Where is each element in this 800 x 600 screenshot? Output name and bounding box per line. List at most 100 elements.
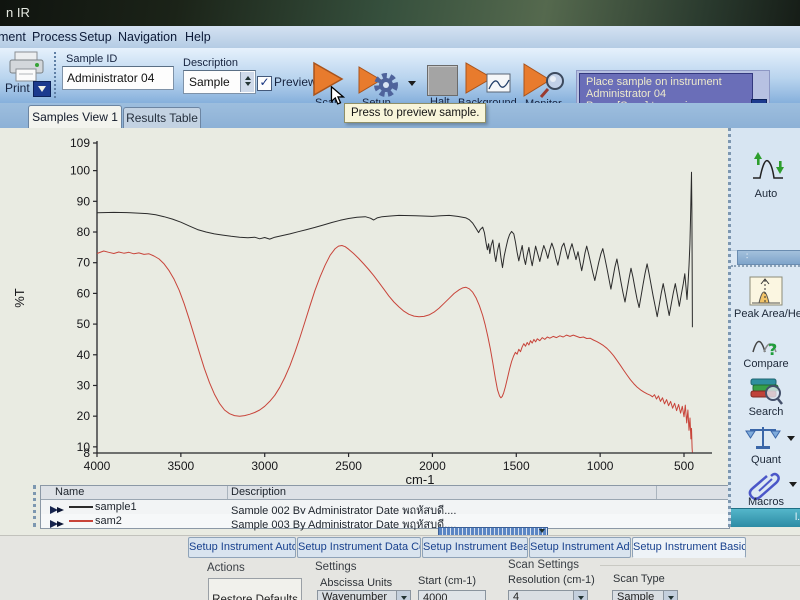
description-value: Sample (189, 75, 230, 89)
tab-setup-auto-name[interactable]: Setup Instrument Auto-Name (188, 537, 296, 558)
table-header-row: Name Description (41, 486, 729, 500)
sample-description[interactable]: Sample 003 By Administrator Date พฤหัสบด… (231, 519, 457, 531)
window-titlebar: n IR (0, 0, 800, 26)
series-line-swatch (69, 520, 93, 522)
tab-setup-advanced[interactable]: Setup Instrument Advanced (529, 537, 631, 558)
scan-settings-section-title: Scan Settings (508, 559, 579, 571)
print-button[interactable] (6, 51, 48, 88)
menu-item-process[interactable]: Process (32, 30, 78, 44)
menu-item-navigation[interactable]: Navigation (118, 30, 178, 44)
description-combo-spinner[interactable] (240, 72, 254, 92)
menu-bar: ment Process Setup Navigation Help (0, 26, 800, 49)
combo-arrow-button[interactable] (573, 591, 587, 600)
auto-tool-group: Auto (731, 128, 800, 251)
combo-arrow-button[interactable] (663, 591, 677, 600)
window-title: n IR (6, 5, 30, 20)
splitter-dots-icon: ∶ (746, 251, 749, 261)
svg-text:50: 50 (77, 317, 91, 331)
column-header-name[interactable]: Name (55, 486, 85, 498)
background-scan-icon (464, 62, 512, 101)
scan-setup-dropdown-icon[interactable] (408, 81, 416, 86)
resolution-value: 4 (513, 591, 520, 600)
tab-setup-beampath[interactable]: Setup Instrument BeamPath (422, 537, 528, 558)
svg-text:109: 109 (70, 136, 90, 150)
svg-text:90: 90 (77, 194, 91, 208)
peak-area-icon (749, 276, 783, 310)
sidebar-splitter[interactable]: ∶ (737, 250, 800, 265)
sample-id-input[interactable] (62, 66, 174, 90)
tab-results-table[interactable]: Results Table (123, 107, 201, 129)
quant-dropdown-icon[interactable] (787, 436, 795, 441)
combo-arrow-button[interactable] (396, 591, 410, 600)
column-header-description[interactable]: Description (231, 486, 287, 498)
macros-label[interactable]: Macros (747, 496, 785, 508)
scrollbar-arrow-icon (539, 529, 545, 533)
series-line-swatch (69, 506, 93, 508)
tab-samples-view-1[interactable]: Samples View 1 (28, 105, 122, 129)
compare-label[interactable]: Compare (743, 358, 789, 370)
peak-area-label[interactable]: Peak Area/He (734, 308, 800, 320)
sidebar-gripper[interactable] (731, 265, 800, 267)
auto-tool-button[interactable] (749, 150, 787, 189)
peak-area-button[interactable] (749, 276, 783, 311)
abscissa-units-combo[interactable]: Wavenumber (317, 590, 411, 600)
macros-paperclip-icon (745, 472, 781, 504)
macros-dropdown-icon[interactable] (789, 482, 797, 487)
svg-text:80: 80 (77, 225, 91, 239)
auto-tool-label[interactable]: Auto (754, 188, 778, 200)
main-toolbar: Print Sample ID Description Sample ✓ Pre… (0, 48, 800, 117)
chevron-down-icon (400, 596, 407, 600)
macros-button[interactable] (745, 470, 781, 505)
svg-text:1500: 1500 (503, 459, 530, 473)
svg-text:cm-1: cm-1 (406, 472, 435, 487)
halt-button[interactable] (427, 65, 458, 96)
section-rule (600, 565, 800, 566)
scan-button[interactable] (310, 61, 346, 102)
svg-text:20: 20 (77, 409, 91, 423)
table-row[interactable]: sample1 Sample 002 By Administrator Date… (41, 500, 729, 517)
restore-defaults-button[interactable]: Restore Defaults (208, 578, 302, 600)
tab-setup-data-collection[interactable]: Setup Instrument Data Collection (297, 537, 421, 558)
tab-setup-basic[interactable]: Setup Instrument Basic (632, 537, 746, 558)
toolbar-expand-button[interactable] (33, 81, 51, 97)
settings-section-title: Settings (315, 561, 357, 573)
preview-checkbox[interactable]: ✓ (257, 76, 272, 91)
svg-text:8: 8 (83, 446, 90, 460)
compare-button[interactable]: ? (751, 328, 783, 361)
compare-icon: ? (751, 340, 783, 360)
description-label: Description (183, 57, 239, 69)
monitor-button[interactable] (522, 62, 568, 105)
sample-name[interactable]: sample1 (95, 501, 137, 513)
svg-text:2000: 2000 (419, 459, 446, 473)
series-arrow-icon (49, 502, 69, 520)
table-drag-handle[interactable] (33, 485, 43, 527)
search-label[interactable]: Search (748, 406, 784, 418)
actions-section-title: Actions (207, 562, 245, 574)
svg-text:3500: 3500 (168, 459, 195, 473)
background-button[interactable] (464, 61, 512, 102)
quant-label[interactable]: Quant (751, 454, 781, 466)
print-button-label[interactable]: Print (5, 81, 30, 95)
chevron-down-icon (667, 596, 674, 600)
scan-type-combo[interactable]: Sample (612, 590, 678, 600)
spin-down-icon (244, 82, 251, 86)
auto-scale-icon (749, 152, 787, 188)
svg-text:30: 30 (77, 378, 91, 392)
sample-name[interactable]: sam2 (95, 515, 122, 527)
quant-button[interactable] (745, 424, 781, 457)
description-combo[interactable]: Sample (183, 70, 256, 94)
table-row[interactable]: sam2 Sample 003 By Administrator Date พฤ… (41, 514, 729, 531)
chart-panel: 109 100 90 80 70 60 50 40 30 20 10 8 4000 3500 3000 250… (0, 128, 800, 537)
scan-type-label: Scan Type (613, 573, 665, 585)
bottom-bar-text: l. (795, 512, 800, 523)
start-label: Start (cm-1) (418, 575, 477, 587)
scan-setup-button[interactable] (357, 62, 403, 105)
tool-sidebar: Auto ∶ Peak Area/He ? (728, 128, 800, 527)
resolution-combo[interactable]: 4 (508, 590, 588, 600)
menu-item-measurement[interactable]: ment (0, 30, 26, 44)
search-button[interactable] (749, 376, 783, 411)
menu-item-help[interactable]: Help (185, 30, 211, 44)
menu-item-setup[interactable]: Setup (79, 30, 112, 44)
sidebar-bottom-bar[interactable]: l. (731, 508, 800, 527)
start-input[interactable] (418, 590, 486, 600)
